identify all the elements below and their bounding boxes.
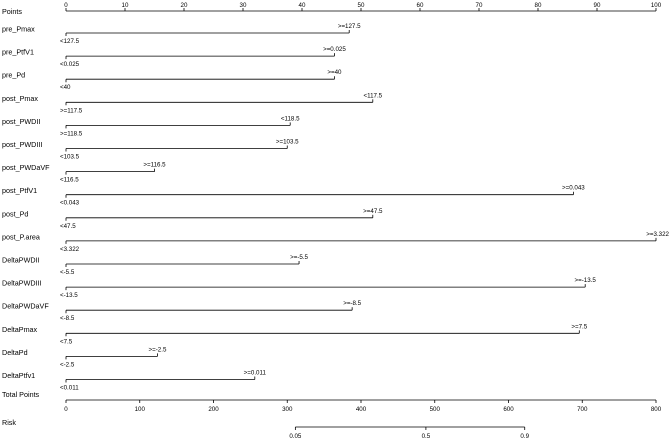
variable-level-label: <-13.5 — [60, 292, 78, 299]
total-points-axis-tick-label: 0 — [64, 406, 68, 413]
variable-level-label: >=0.011 — [244, 370, 267, 377]
variable-label: pre_PtfV1 — [2, 48, 34, 57]
variable-level-label: >=3.322 — [646, 231, 669, 238]
variable-label: pre_Pmax — [2, 25, 35, 34]
variable-level-label: >=118.5 — [60, 130, 83, 137]
variable-level-label: <-2.5 — [60, 361, 75, 368]
points-axis-tick-label: 60 — [417, 2, 424, 9]
points-axis-tick-label: 20 — [181, 2, 188, 9]
variable-label: post_PWDII — [2, 117, 40, 126]
variable-label: post_Pd — [2, 209, 28, 218]
variable-level-label: >=117.5 — [60, 107, 83, 114]
total-points-axis-tick-label: 200 — [208, 406, 219, 413]
variable-level-label: >=103.5 — [276, 139, 299, 146]
total-points-axis-tick-label: 400 — [356, 406, 367, 413]
points-axis-tick-label: 90 — [594, 2, 601, 9]
variable-level-label: <0.025 — [60, 61, 80, 68]
points-axis-tick-label: 100 — [651, 2, 662, 9]
points-axis-tick-label: 80 — [535, 2, 542, 9]
variable-level-label: <117.5 — [363, 92, 382, 99]
variable-label: DeltaPWDII — [2, 256, 40, 265]
risk-axis-tick-label: 0.9 — [520, 433, 529, 438]
variable-label: post_PWDIII — [2, 140, 42, 149]
variable-level-label: <40 — [60, 84, 71, 91]
total-points-axis-tick-label: 700 — [577, 406, 588, 413]
variable-level-label: <0.043 — [60, 200, 80, 207]
variable-level-label: <-8.5 — [60, 315, 75, 322]
points-axis-tick-label: 50 — [358, 2, 365, 9]
variable-level-label: <103.5 — [60, 154, 80, 161]
variable-level-label: <0.011 — [60, 385, 79, 392]
variable-level-label: <-5.5 — [60, 269, 75, 276]
risk-axis-tick-label: 0.05 — [289, 433, 302, 438]
total-points-axis-tick-label: 100 — [135, 406, 146, 413]
variable-level-label: >=-5.5 — [290, 254, 308, 261]
variable-label: DeltaPWDaVF — [2, 302, 49, 311]
total-points-axis-tick-label: 300 — [282, 406, 293, 413]
variable-level-label: >=127.5 — [338, 23, 361, 30]
variable-level-label: <7.5 — [60, 338, 73, 345]
variable-level-label: >=-13.5 — [575, 277, 597, 284]
points-axis-tick-label: 0 — [64, 2, 68, 9]
total-points-axis-tick-label: 500 — [430, 406, 441, 413]
variable-level-label: >=0.025 — [323, 46, 346, 53]
variable-level-label: >=0.043 — [562, 185, 585, 192]
variable-level-label: >=-2.5 — [149, 346, 167, 353]
variable-label: DeltaPtfv1 — [2, 371, 35, 380]
variable-label: post_P.area — [2, 232, 40, 241]
points-axis-tick-label: 10 — [122, 2, 129, 9]
variable-label: DeltaPWDIII — [2, 279, 42, 288]
points-axis-tick-label: 40 — [299, 2, 306, 9]
variable-level-label: >=116.5 — [143, 162, 166, 169]
total-points-axis-tick-label: 800 — [651, 406, 662, 413]
total-points-axis-tick-label: 600 — [503, 406, 514, 413]
variable-label: DeltaPmax — [2, 325, 38, 334]
variable-label: pre_Pd — [2, 71, 25, 80]
points-axis-tick-label: 30 — [240, 2, 247, 9]
points-axis-tick-label: 70 — [476, 2, 483, 9]
variable-level-label: <116.5 — [60, 177, 79, 184]
points-axis-label: Points — [2, 7, 22, 16]
variable-level-label: >=-8.5 — [343, 300, 361, 307]
variable-level-label: <118.5 — [281, 115, 300, 122]
total-points-axis-label: Total Points — [2, 390, 40, 399]
risk-axis-label: Risk — [2, 418, 16, 427]
variable-level-label: >=40 — [327, 69, 342, 76]
variable-label: post_PWDaVF — [2, 163, 50, 172]
variable-level-label: <127.5 — [60, 38, 80, 45]
variable-level-label: <47.5 — [60, 223, 76, 230]
variable-level-label: <3.322 — [60, 246, 80, 253]
variable-label: post_Pmax — [2, 94, 38, 103]
variable-label: post_PtfV1 — [2, 186, 37, 195]
variable-level-label: >=7.5 — [571, 323, 587, 330]
risk-axis-tick-label: 0.5 — [422, 433, 431, 438]
variable-label: DeltaPd — [2, 348, 28, 357]
variable-level-label: >=47.5 — [363, 208, 383, 215]
